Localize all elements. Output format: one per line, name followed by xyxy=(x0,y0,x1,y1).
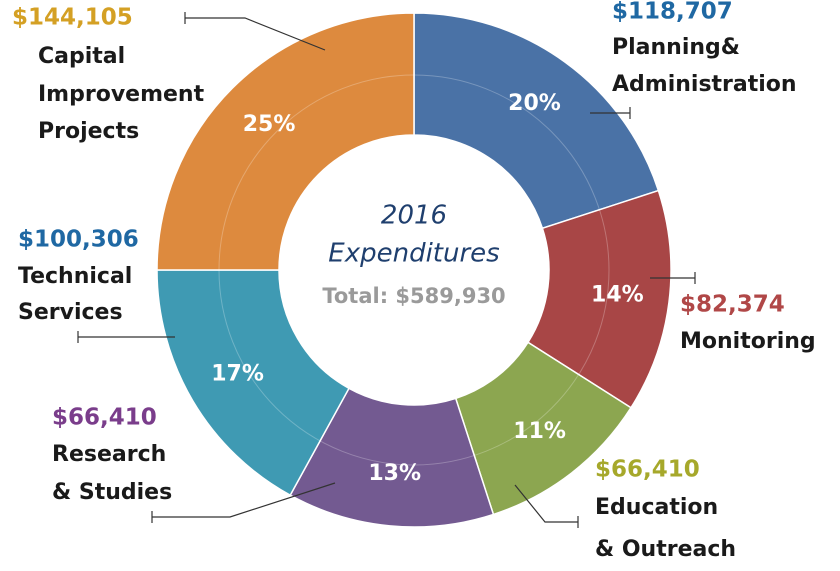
leader-line xyxy=(514,484,578,523)
category-label: Improvement xyxy=(38,82,205,107)
slice xyxy=(413,12,660,230)
category-label: Planning& xyxy=(612,35,740,60)
center-subtitle: Total: $589,930 xyxy=(322,284,505,308)
category-label: Administration xyxy=(612,72,797,97)
category-label: Education xyxy=(595,495,718,520)
amount-label: $100,306 xyxy=(18,227,139,253)
percent-label: 13% xyxy=(368,461,421,486)
slice xyxy=(156,12,415,271)
percent-label: 20% xyxy=(508,91,561,116)
category-label: Projects xyxy=(38,119,139,144)
inner-ring xyxy=(218,74,610,466)
amount-label: $66,410 xyxy=(52,405,157,431)
center-title: Expenditures xyxy=(328,239,499,269)
percent-label: 11% xyxy=(513,419,566,444)
center-title: 2016 xyxy=(381,201,447,231)
leader-line xyxy=(185,17,326,51)
category-label: Technical xyxy=(18,264,132,289)
leader-line xyxy=(152,482,336,518)
category-label: Research xyxy=(52,442,166,467)
amount-label: $144,105 xyxy=(12,5,133,31)
percent-label: 17% xyxy=(211,361,264,386)
category-label: Capital xyxy=(38,44,125,69)
category-label: & Studies xyxy=(52,480,172,505)
category-label: & Outreach xyxy=(595,537,736,562)
amount-label: $66,410 xyxy=(595,457,700,483)
amount-label: $118,707 xyxy=(612,0,733,25)
leader-lines xyxy=(77,12,696,528)
percent-label: 14% xyxy=(591,283,644,308)
category-label: Monitoring xyxy=(680,329,816,354)
slices xyxy=(156,12,672,528)
category-label: Services xyxy=(18,300,123,325)
amount-label: $82,374 xyxy=(680,292,785,318)
slice xyxy=(156,269,350,497)
percent-label: 25% xyxy=(243,112,296,137)
